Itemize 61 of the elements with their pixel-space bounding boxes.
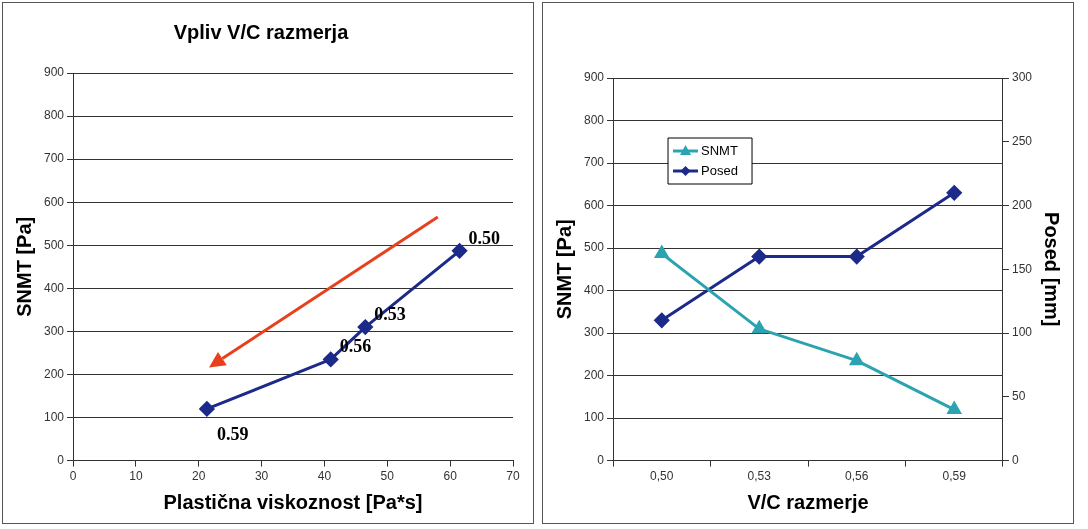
annotation: 0.50	[468, 227, 501, 248]
y-tick-label: 800	[583, 112, 605, 127]
x-axis-title: V/C razmerje	[747, 490, 869, 513]
point	[323, 351, 339, 367]
y-tick-label: 100	[43, 409, 65, 424]
x-tick-label: 0,50	[650, 469, 674, 484]
y-tick-label: 700	[583, 155, 605, 170]
y2-tick-label: 150	[1011, 261, 1033, 276]
point	[654, 312, 670, 328]
x-tick-label: 50	[380, 469, 395, 484]
x-tick-label: 0,53	[747, 469, 772, 484]
y-tick-label: 400	[43, 280, 65, 295]
y2-tick-label: 200	[1011, 197, 1033, 212]
x-tick-label: 0,59	[942, 469, 967, 484]
y-axis-title: SNMT [Pa]	[12, 216, 35, 317]
chart-title: Vpliv V/C razmerja	[173, 20, 350, 43]
point	[751, 249, 767, 265]
y-axis-title: SNMT [Pa]	[552, 219, 575, 320]
y2-axis-title: Posed [mm]	[1041, 212, 1064, 327]
y-tick-label: 500	[583, 240, 605, 255]
x-tick-label: 0,56	[845, 469, 869, 484]
y2-tick-label: 300	[1011, 70, 1033, 85]
y-tick-label: 500	[43, 237, 65, 252]
x-axis-title: Plastična viskoznost [Pa*s]	[163, 490, 423, 513]
y-tick-label: 0	[597, 452, 605, 467]
point	[752, 321, 766, 334]
y-tick-label: 600	[583, 197, 605, 212]
point	[947, 402, 961, 415]
annotation: 0.59	[216, 423, 249, 444]
y-tick-label: 300	[583, 325, 605, 340]
legend-label: SNMT	[701, 142, 738, 158]
y-tick-label: 900	[583, 70, 605, 85]
y-tick-label: 0	[57, 452, 65, 467]
point	[655, 246, 669, 259]
y-tick-label: 200	[43, 366, 65, 381]
y-tick-label: 400	[583, 282, 605, 297]
y-tick-label: 100	[583, 410, 605, 425]
point	[946, 185, 962, 201]
point	[452, 243, 468, 259]
point	[850, 353, 864, 366]
y2-tick-label: 250	[1011, 134, 1033, 149]
x-tick-label: 40	[317, 469, 332, 484]
x-tick-label: 30	[254, 469, 269, 484]
y-tick-label: 200	[583, 367, 605, 382]
point	[199, 401, 215, 417]
x-tick-label: 60	[443, 469, 458, 484]
legend-label: Posed	[701, 162, 738, 178]
y2-tick-label: 0	[1011, 452, 1019, 467]
y-tick-label: 800	[43, 108, 65, 123]
x-tick-label: 0	[69, 469, 77, 484]
y-tick-label: 700	[43, 151, 65, 166]
y2-tick-label: 50	[1011, 389, 1026, 404]
point	[357, 319, 373, 335]
point	[849, 249, 865, 265]
y-tick-label: 900	[43, 65, 65, 80]
x-tick-label: 10	[129, 469, 143, 484]
y2-tick-label: 100	[1011, 325, 1033, 340]
x-tick-label: 20	[192, 469, 206, 484]
y-tick-label: 600	[43, 194, 65, 209]
y-tick-label: 300	[43, 323, 65, 338]
x-tick-label: 70	[506, 469, 520, 484]
